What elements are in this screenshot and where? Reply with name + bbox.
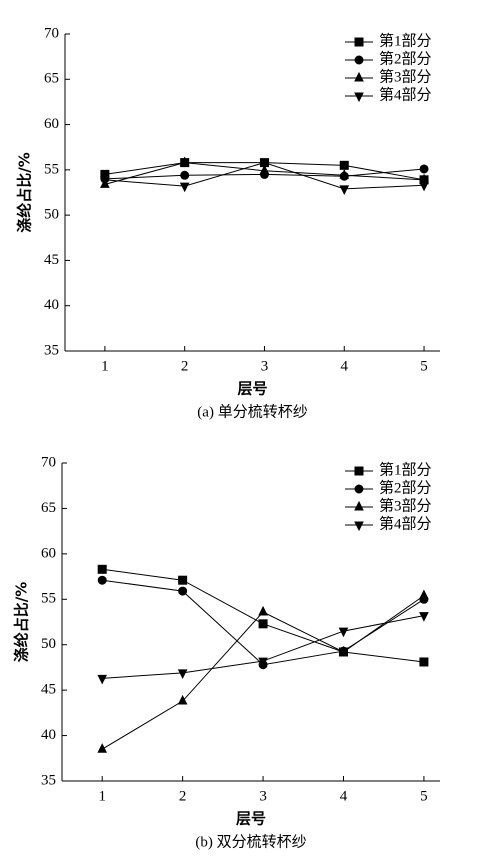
legend-marker [354,92,364,103]
y-tick-label: 35 [41,772,56,788]
x-axis-label: 层号 [237,380,267,398]
point [339,185,350,195]
y-tick-label: 65 [41,500,56,516]
caption: (b) 双分梳转杯纱 [195,833,306,850]
legend-marker [354,71,364,82]
point [258,619,268,629]
legend-label: 第4部分 [379,514,432,532]
point [259,159,270,169]
y-tick-label: 45 [44,252,59,268]
point [419,589,429,600]
caption: (a) 单分梳转杯纱 [197,403,307,420]
y-tick-label: 70 [41,454,56,470]
x-tick-label: 3 [261,358,269,374]
legend-label: 第4部分 [379,85,432,103]
legend-label: 第2部分 [379,478,432,496]
point [97,674,108,685]
point [419,164,429,174]
y-tick-label: 50 [41,636,56,652]
legend-marker [354,55,364,65]
point [97,743,108,753]
legend-label: 第3部分 [379,496,432,514]
x-tick-label: 5 [420,788,428,804]
point [97,575,107,585]
y-tick-label: 60 [44,116,59,132]
y-tick-label: 40 [41,727,56,743]
point [258,605,268,616]
point [258,657,268,668]
legend-label: 第2部分 [379,49,432,67]
point [339,160,349,170]
x-tick-label: 4 [341,358,349,374]
point [339,169,350,179]
point [177,694,188,705]
point [338,627,349,638]
point [419,612,429,622]
point [179,156,190,167]
y-tick-label: 70 [44,25,59,41]
point [177,669,188,679]
point [419,181,429,192]
point [180,170,190,180]
y-axis-label: 涤纶占比/% [16,152,34,233]
y-tick-label: 50 [44,207,59,223]
legend-label: 第1部分 [379,460,432,478]
x-tick-label: 2 [181,358,189,374]
point [179,182,190,193]
point [97,564,107,574]
series-line [102,568,424,663]
x-tick-label: 5 [420,358,428,374]
y-tick-label: 40 [44,297,59,313]
point [178,586,188,596]
x-tick-label: 2 [179,788,187,804]
legend-marker [354,500,364,511]
legend-marker [354,37,364,47]
point [419,657,429,667]
y-tick-label: 65 [44,71,59,87]
series-line [101,595,425,750]
legend-marker [354,466,364,476]
point [338,645,349,656]
legend-label: 第3部分 [379,67,432,85]
legend-marker [354,521,364,532]
point [259,164,270,175]
y-tick-label: 60 [41,545,56,561]
x-axis-label: 层号 [236,810,266,828]
legend-label: 第1部分 [379,31,432,49]
x-tick-label: 3 [259,788,267,804]
legend-marker [354,484,364,494]
y-tick-label: 55 [41,591,56,607]
point [100,176,110,186]
point [178,575,188,585]
y-tick-label: 45 [41,682,56,698]
y-axis-label: 涤纶占比/% [13,582,31,663]
x-tick-label: 1 [98,788,106,804]
y-tick-label: 35 [44,342,59,358]
x-tick-label: 4 [340,788,348,804]
y-tick-label: 55 [44,161,59,177]
x-tick-label: 1 [101,358,109,374]
